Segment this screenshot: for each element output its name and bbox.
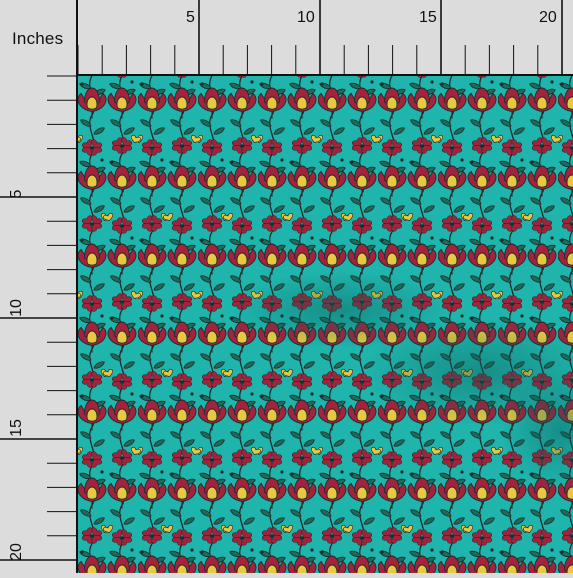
left-ruler [0,75,77,573]
top-ruler [0,0,573,75]
top-ruler-number: 10 [297,9,315,26]
left-ruler-number: 5 [8,189,25,198]
unit-label: Inches [12,29,64,48]
fabric-fold-shadow [230,270,450,350]
fabric-fold-shadow [500,370,573,490]
left-ruler-number: 20 [8,543,25,561]
top-ruler-number: 20 [539,9,557,26]
left-ruler-number: 15 [8,419,25,437]
top-ruler-number: 5 [186,9,195,26]
top-ruler-number: 15 [419,9,437,26]
left-ruler-number: 10 [8,299,25,317]
